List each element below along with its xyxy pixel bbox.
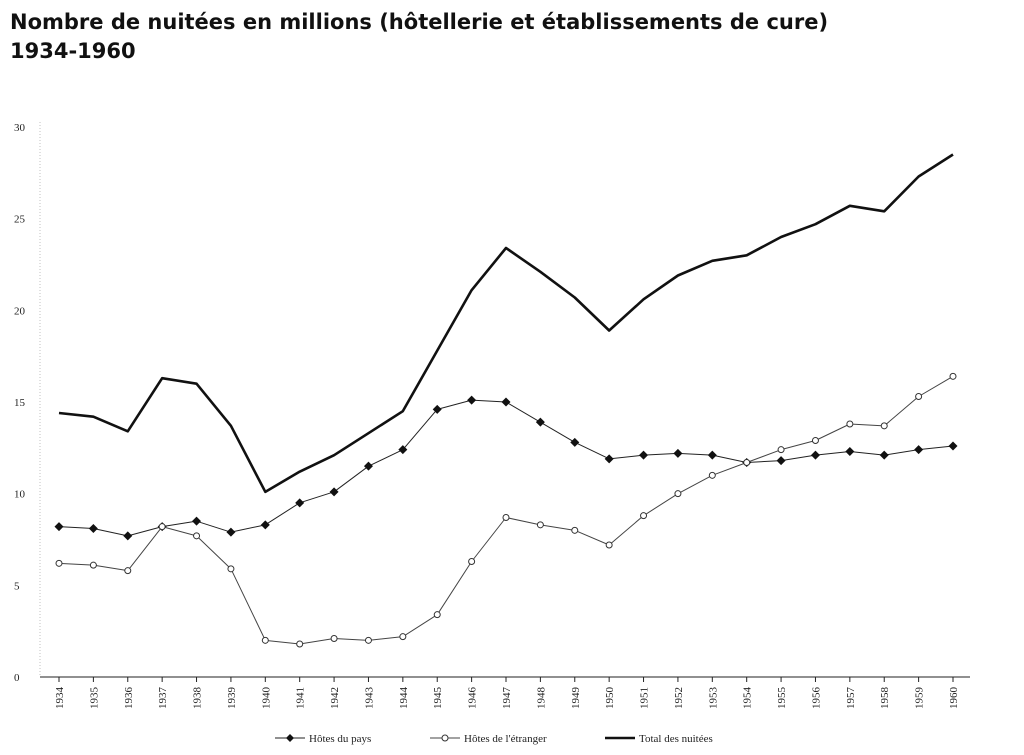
data-point-hotes-etranger (846, 420, 854, 428)
data-point-hotes-etranger (571, 526, 579, 534)
data-point-hotes-du-pays (707, 450, 717, 460)
data-point-hotes-etranger (536, 521, 544, 529)
chart-title: Nombre de nuitées en millions (hôtelleri… (10, 8, 828, 66)
x-tick-label: 1959 (914, 687, 926, 710)
x-tick-label: 1951 (639, 687, 651, 709)
x-tick-label: 1940 (260, 687, 272, 710)
data-point-hotes-etranger (296, 640, 304, 648)
data-point-hotes-du-pays (776, 456, 786, 466)
x-tick-label: 1938 (192, 687, 204, 710)
data-point-hotes-etranger (261, 636, 269, 644)
y-tick-label: 25 (14, 214, 26, 226)
data-point-hotes-du-pays (398, 445, 408, 455)
data-point-hotes-du-pays (295, 498, 305, 508)
data-point-hotes-etranger (89, 561, 97, 569)
data-point-hotes-etranger (502, 514, 510, 521)
data-point-hotes-du-pays (845, 447, 855, 456)
data-point-hotes-du-pays (123, 531, 133, 541)
series-line-2 (58, 153, 954, 494)
x-tick-label: 1954 (742, 687, 754, 710)
legend-marker (286, 734, 294, 742)
data-point-hotes-du-pays (192, 516, 202, 526)
x-tick-label: 1946 (467, 687, 479, 710)
legend-label: Hôtes de l'étranger (464, 733, 547, 745)
data-point-hotes-etranger (193, 532, 201, 540)
data-point-hotes-etranger (468, 558, 476, 565)
legend-label: Hôtes du pays (309, 733, 371, 745)
data-point-hotes-etranger (433, 611, 441, 619)
data-point-hotes-etranger (364, 636, 372, 644)
x-tick-label: 1943 (363, 687, 375, 710)
data-point-hotes-du-pays (54, 522, 64, 532)
x-tick-label: 1950 (604, 687, 616, 710)
data-point-hotes-etranger (640, 512, 648, 520)
x-tick-label: 1939 (226, 687, 238, 710)
y-tick-label: 0 (14, 672, 20, 684)
subtitle-line: 1934-1960 (10, 39, 136, 63)
x-tick-label: 1941 (295, 687, 307, 709)
y-tick-label: 30 (14, 122, 26, 134)
x-tick-label: 1936 (123, 687, 135, 710)
data-point-hotes-du-pays (604, 454, 614, 464)
x-tick-label: 1942 (329, 687, 341, 709)
x-tick-label: 1957 (845, 687, 857, 710)
x-tick-label: 1955 (776, 687, 788, 710)
data-point-hotes-etranger (124, 567, 132, 575)
data-point-hotes-du-pays (639, 450, 649, 460)
y-tick-label: 15 (14, 397, 26, 409)
data-point-hotes-etranger (811, 437, 819, 444)
y-tick-label: 5 (14, 580, 20, 592)
data-point-hotes-du-pays (226, 527, 236, 537)
data-point-hotes-du-pays (879, 450, 889, 460)
data-point-hotes-etranger (674, 490, 682, 498)
data-point-hotes-du-pays (673, 448, 683, 458)
data-point-hotes-etranger (605, 541, 613, 549)
data-point-hotes-du-pays (810, 450, 820, 460)
data-point-hotes-etranger (227, 565, 235, 573)
data-point-hotes-du-pays (535, 417, 545, 427)
x-tick-label: 1948 (535, 687, 547, 710)
data-point-hotes-du-pays (570, 437, 580, 447)
x-tick-label: 1944 (398, 687, 410, 710)
data-point-hotes-du-pays (501, 397, 511, 407)
data-point-hotes-etranger (708, 471, 716, 479)
data-point-hotes-etranger (949, 372, 957, 380)
data-point-hotes-du-pays (948, 441, 958, 451)
data-point-hotes-etranger (399, 633, 407, 641)
legend-marker (441, 734, 449, 742)
x-tick-label: 1958 (879, 687, 891, 710)
data-point-hotes-du-pays (467, 395, 477, 405)
y-tick-label: 10 (14, 489, 26, 501)
data-point-hotes-du-pays (432, 404, 442, 414)
data-point-hotes-du-pays (363, 461, 373, 471)
data-point-hotes-etranger (915, 393, 923, 400)
data-point-hotes-etranger (743, 459, 751, 466)
legend-label: Total des nuitées (639, 733, 713, 745)
data-point-hotes-etranger (880, 422, 888, 430)
x-tick-label: 1953 (707, 687, 719, 710)
y-tick-label: 20 (14, 305, 26, 317)
data-point-hotes-du-pays (88, 524, 98, 533)
x-tick-label: 1934 (54, 687, 66, 710)
data-point-hotes-du-pays (914, 445, 924, 455)
x-tick-label: 1952 (673, 687, 685, 709)
x-tick-label: 1956 (810, 687, 822, 710)
data-point-hotes-du-pays (329, 487, 339, 497)
x-tick-label: 1947 (501, 687, 513, 710)
title-line: Nombre de nuitées en millions (hôtelleri… (10, 10, 829, 34)
data-point-hotes-etranger (158, 523, 166, 531)
x-tick-label: 1945 (432, 687, 444, 710)
data-point-hotes-etranger (55, 559, 63, 567)
x-tick-label: 1937 (157, 687, 169, 710)
x-tick-label: 1960 (948, 687, 960, 710)
data-point-hotes-du-pays (260, 520, 270, 530)
x-tick-label: 1949 (570, 687, 582, 710)
data-point-hotes-etranger (330, 635, 338, 642)
series-line-1 (58, 375, 954, 645)
data-point-hotes-etranger (777, 446, 785, 454)
x-tick-label: 1935 (88, 687, 100, 710)
